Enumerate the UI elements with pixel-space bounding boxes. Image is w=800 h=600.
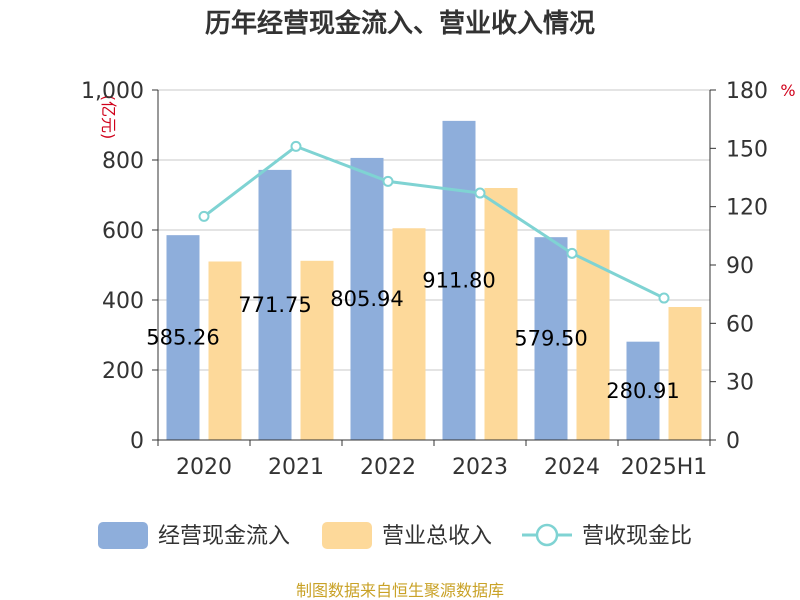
left-tick-label: 200 [102,359,144,384]
data-label: 585.26 [146,326,219,350]
data-labels: 585.26 771.75 805.94 911.80 579.50 280.91 [146,268,679,402]
x-tick-label: 2021 [268,455,324,480]
axes: 0 200 400 600 800 1,000 0 30 60 90 120 150 180 2020 20… [81,79,768,480]
grid-lines [158,89,710,371]
data-label: 579.50 [514,327,587,351]
legend-label: 营业总收入 [382,524,492,549]
left-tick-label: 800 [102,149,144,174]
x-tick-label: 2022 [360,455,416,480]
ratio-point [198,210,210,222]
legend-swatch-营业总收入 [322,522,372,549]
x-tick-label: 2025H1 [621,455,708,480]
left-tick-label: 600 [102,219,144,244]
ratio-line [203,144,665,300]
ratio-point [658,292,670,304]
right-tick-label: 30 [726,371,754,396]
bar-经营现金流入 [258,169,292,440]
data-label: 911.80 [422,268,495,292]
left-tick-label: 0 [130,429,144,454]
bar-营业总收入 [300,260,334,440]
bar-营业总收入 [484,188,518,440]
source-note: 制图数据来自恒生聚源数据库 [296,581,504,600]
x-tick-label: 2023 [452,455,508,480]
right-tick-label: 60 [726,312,754,337]
right-tick-label: 120 [726,196,768,221]
legend-swatch-经营现金流入 [98,522,148,549]
ratio-line-group [198,140,670,304]
x-tick-label: 2020 [176,455,232,480]
bar-经营现金流入 [166,235,200,440]
bar-营业总收入 [392,228,426,440]
data-label: 805.94 [330,287,403,311]
ratio-point [382,175,394,187]
legend: 经营现金流入 营业总收入 营收现金比 [98,522,692,549]
bar-经营现金流入 [350,157,384,440]
right-tick-label: 90 [726,254,754,279]
right-tick-label: 150 [726,137,768,162]
bar-经营现金流入 [534,237,568,440]
bar-经营现金流入 [626,341,660,440]
left-tick-label: 400 [102,289,144,314]
ratio-point [566,247,578,259]
left-tick-label: 1,000 [81,79,144,104]
chart-title: 历年经营现金流入、营业收入情况 [205,8,595,39]
right-tick-label: 180 [726,79,768,104]
data-label: 771.75 [238,293,311,317]
left-axis-unit: (亿元) [99,95,118,140]
legend-label: 营收现金比 [582,524,692,549]
ratio-point [290,140,302,152]
bar-营业总收入 [208,261,242,440]
bar-营业总收入 [668,307,702,440]
ratio-point [474,187,486,199]
right-axis-unit: % [780,81,795,100]
legend-marker [535,523,559,547]
x-tick-label: 2024 [544,455,600,480]
bar-经营现金流入 [442,120,476,441]
data-label: 280.91 [606,379,679,403]
legend-label: 经营现金流入 [158,524,290,549]
right-tick-label: 0 [726,429,740,454]
